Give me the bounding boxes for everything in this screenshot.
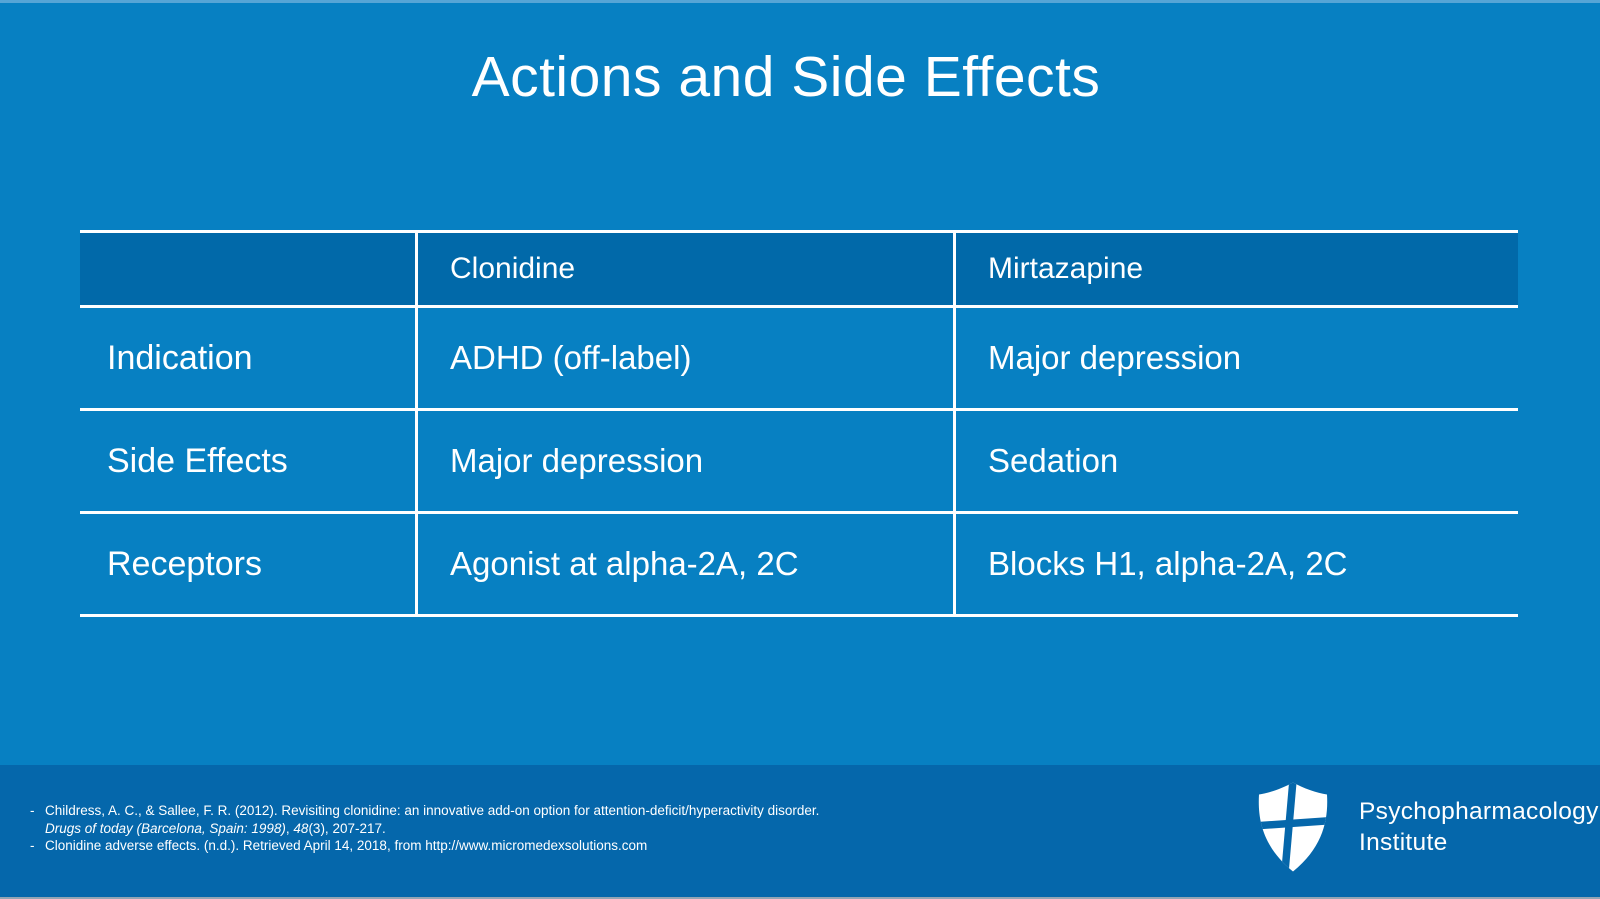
row-label: Receptors: [107, 544, 262, 583]
footer-bar: - Childress, A. C., & Sallee, F. R. (201…: [0, 765, 1600, 897]
citation-bullet: -: [30, 803, 35, 818]
citation-item: - Clonidine adverse effects. (n.d.). Ret…: [30, 837, 858, 855]
table-header-clonidine: Clonidine: [415, 233, 953, 305]
row-label: Side Effects: [107, 441, 288, 480]
citation-segment-italic: Drugs of today (Barcelona, Spain: 1998): [45, 820, 286, 836]
comparison-table: Clonidine Mirtazapine Indication ADHD (o…: [80, 230, 1518, 617]
citation-text: Childress, A. C., & Sallee, F. R. (2012)…: [45, 802, 858, 837]
logo-line1: Psychopharmacology: [1359, 798, 1599, 825]
row-label: Indication: [107, 338, 253, 377]
table-row-receptors: Receptors Agonist at alpha-2A, 2C Blocks…: [80, 514, 1518, 617]
cell-clonidine-indication: ADHD (off-label): [415, 308, 953, 408]
table-header-row: Clonidine Mirtazapine: [80, 233, 1518, 308]
table-header-mirtazapine: Mirtazapine: [953, 233, 1518, 305]
citation-segment: Childress, A. C., & Sallee, F. R. (2012)…: [45, 803, 820, 818]
cell-mirtazapine-side-effects: Sedation: [953, 411, 1518, 511]
cell-mirtazapine-receptors: Blocks H1, alpha-2A, 2C: [953, 514, 1518, 614]
citation-segment-italic: 48: [293, 820, 309, 836]
citation-segment: Clonidine adverse effects. (n.d.). Retri…: [45, 838, 648, 853]
shield-cross-icon: [1258, 782, 1328, 872]
logo-wordmark: Psychopharmacology Institute: [1359, 796, 1599, 858]
citation-bullet: -: [30, 838, 35, 853]
citation-segment: ,: [285, 820, 294, 836]
psychopharmacology-institute-logo: Psychopharmacology Institute: [1253, 780, 1599, 874]
logo-line2: Institute: [1359, 829, 1448, 856]
cell-clonidine-side-effects: Major depression: [415, 411, 953, 511]
table-header-empty-cell: [80, 233, 415, 305]
slide-title: Actions and Side Effects: [471, 45, 1101, 109]
bottom-edge-strip: [0, 897, 1600, 899]
top-edge-strip: [0, 0, 1600, 3]
cell-clonidine-receptors: Agonist at alpha-2A, 2C: [415, 514, 953, 614]
citation-segment: (3), 207-217.: [308, 820, 386, 836]
citation-text: Clonidine adverse effects. (n.d.). Retri…: [45, 837, 858, 855]
citation-item: - Childress, A. C., & Sallee, F. R. (201…: [30, 802, 858, 837]
citations-list: - Childress, A. C., & Sallee, F. R. (201…: [30, 802, 858, 855]
cell-mirtazapine-indication: Major depression: [953, 308, 1518, 408]
table-row-indication: Indication ADHD (off-label) Major depres…: [80, 308, 1518, 411]
table-row-side-effects: Side Effects Major depression Sedation: [80, 411, 1518, 514]
